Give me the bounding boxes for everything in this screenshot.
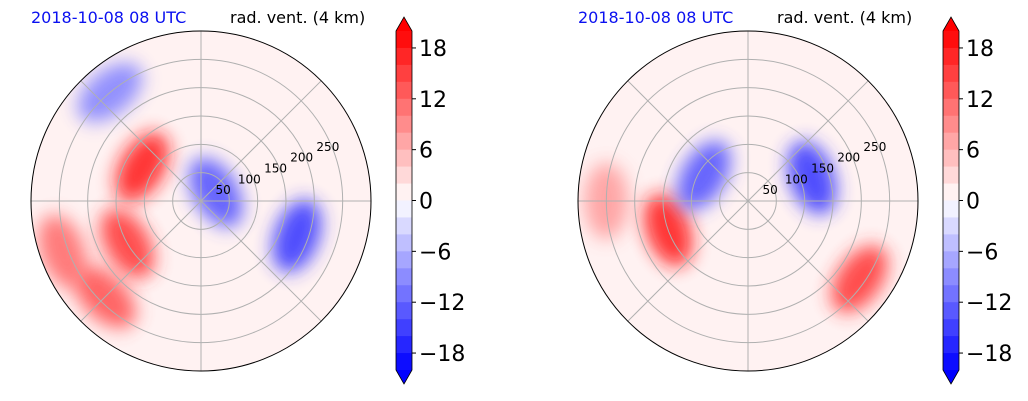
colorbar-segment: [396, 31, 412, 49]
colorbar-tick-label: 18: [419, 37, 447, 62]
panel-left: 2018-10-08 08 UTC rad. vent. (4 km) 50 10…: [30, 8, 465, 385]
colorbar-tick-label: −6: [966, 240, 998, 265]
polar-frame: [577, 30, 919, 372]
colorbar-segment: [943, 31, 959, 49]
colorbar-segment: [943, 234, 959, 252]
colorbar-segment: [396, 200, 412, 218]
colorbar-tick-label: 6: [966, 139, 980, 164]
colorbar-tick-label: −18: [419, 342, 465, 367]
colorbar-segment: [396, 81, 412, 100]
colorbar: 18 12 6 0 −6 −12 −18: [942, 16, 1012, 385]
colorbar-segment: [943, 98, 959, 117]
colorbar-tick-label: −12: [966, 291, 1012, 316]
colorbar-segment: [943, 268, 959, 286]
polar-grid: [31, 31, 371, 371]
colorbar-outline: [942, 16, 960, 385]
polar-grid: [578, 31, 918, 371]
feature-negative: [676, 140, 731, 211]
variable-label: rad. vent. (4 km): [230, 8, 366, 27]
range-label: 150: [811, 161, 834, 175]
colorbar-segment: [396, 64, 412, 83]
colorbar-segment: [943, 302, 959, 320]
colorbar-segment: [943, 149, 959, 168]
feature-positive: [831, 245, 888, 313]
colorbar-segment: [396, 115, 412, 134]
colorbar-segment: [943, 183, 959, 201]
colorbar-segment: [943, 217, 959, 235]
range-label: 250: [863, 140, 886, 154]
range-label: 50: [216, 183, 231, 197]
colorbar-extend-top: [396, 17, 412, 31]
colorbar-segment: [943, 285, 959, 303]
colorbar-segment: [396, 47, 412, 66]
range-label: 50: [763, 183, 778, 197]
colorbar-segment: [943, 319, 959, 337]
radial-spoke: [627, 80, 749, 202]
feature-negative: [787, 141, 837, 215]
radial-spoke: [200, 80, 322, 202]
colorbar-segment: [396, 251, 412, 269]
panel-right: 2018-10-08 08 UTC rad. vent. (4 km) 50 10…: [547, 0, 1028, 401]
colorbar-tick-label: 6: [419, 139, 433, 164]
time-label: 2018-10-08 08 UTC: [31, 8, 187, 27]
colorbar-segment: [943, 166, 959, 185]
radial-spoke: [200, 200, 322, 322]
colorbar-extend-top: [943, 17, 959, 31]
colorbar-segment: [943, 132, 959, 151]
colorbar-segment: [943, 81, 959, 100]
colorbar-tick-label: −18: [966, 342, 1012, 367]
colorbar-segment: [396, 166, 412, 185]
colorbar-segment: [396, 217, 412, 235]
colorbar-tick-label: 0: [419, 190, 433, 215]
range-label: 250: [316, 140, 339, 154]
colorbar-segment: [943, 251, 959, 269]
feature-negative: [188, 157, 243, 228]
polar-frame: [30, 30, 372, 372]
colorbar-segment: [943, 115, 959, 134]
range-label: 100: [238, 172, 261, 186]
colorbar-segment: [396, 268, 412, 286]
time-label: 2018-10-08 08 UTC: [578, 8, 734, 27]
colorbar-segment: [943, 353, 959, 371]
colorbar-tick-label: 18: [966, 37, 994, 62]
colorbar-segment: [396, 285, 412, 303]
colorbar-extend-bottom: [943, 370, 959, 384]
colorbar-segment: [396, 132, 412, 151]
colorbar-tick-label: −12: [419, 291, 465, 316]
colorbar-tick-label: −6: [419, 240, 451, 265]
range-label: 200: [837, 151, 860, 165]
colorbar-segment: [396, 302, 412, 320]
range-label: 150: [264, 161, 287, 175]
range-label: 200: [290, 151, 313, 165]
colorbar: 18 12 6 0 −6 −12 −18: [395, 16, 465, 385]
radial-spoke: [747, 200, 869, 322]
colorbar-segment: [943, 336, 959, 354]
colorbar-tick-label: 12: [966, 88, 994, 113]
variable-label: rad. vent. (4 km): [777, 8, 913, 27]
feature-layer: [38, 62, 322, 329]
colorbar-segment: [396, 353, 412, 371]
radial-spoke: [627, 200, 749, 322]
radial-spoke: [80, 80, 202, 202]
colorbar-segment: [396, 336, 412, 354]
feature-positive: [115, 132, 170, 202]
radial-spoke: [747, 80, 869, 202]
colorbar-segment: [943, 47, 959, 66]
colorbar-tick-label: 0: [966, 190, 980, 215]
colorbar-segment: [396, 183, 412, 201]
feature-positive: [38, 214, 87, 288]
colorbar-extend-bottom: [396, 370, 412, 384]
radial-spoke: [80, 200, 202, 322]
colorbar-tick-label: 12: [419, 88, 447, 113]
colorbar-segment: [396, 234, 412, 252]
colorbar-segment: [396, 98, 412, 117]
colorbar-segment: [943, 64, 959, 83]
colorbar-segment: [943, 200, 959, 218]
colorbar-segment: [396, 319, 412, 337]
range-label: 100: [785, 172, 808, 186]
colorbar-outline: [395, 16, 413, 385]
colorbar-segment: [396, 149, 412, 168]
